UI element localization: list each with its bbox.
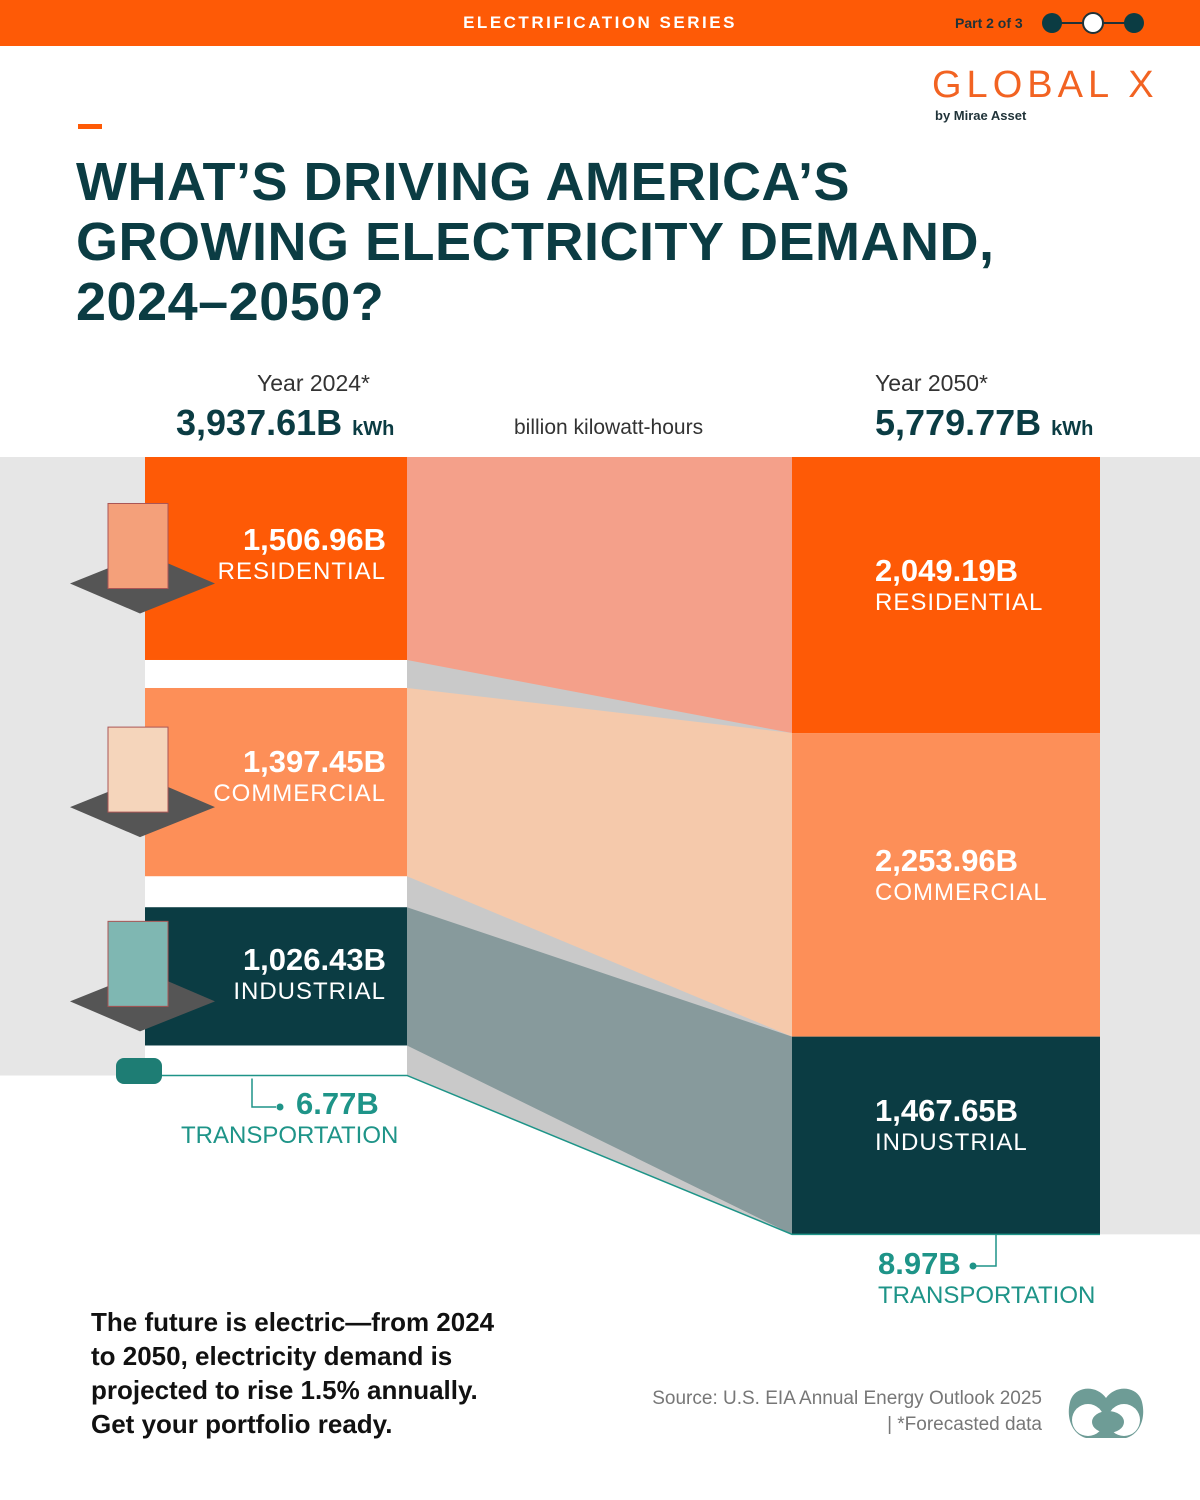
office-tower-icon — [107, 726, 169, 813]
bar-2024-industrial — [145, 907, 407, 1046]
flow-industrial — [407, 907, 792, 1235]
value: 2,049.19B — [875, 553, 1019, 588]
value: 1,026.43B — [242, 942, 386, 977]
label-2024-transportation: 6.77B TRANSPORTATION — [181, 1086, 398, 1150]
category: INDUSTRIAL — [875, 1129, 1028, 1157]
category: INDUSTRIAL — [233, 978, 386, 1005]
transportation-2050-leader — [976, 1234, 997, 1267]
bar-2050-commercial — [792, 733, 1100, 1037]
label-2050-transportation: 8.97B TRANSPORTATION — [878, 1246, 1095, 1310]
flow-commercial — [407, 687, 792, 1037]
bar-2050-industrial — [792, 1036, 1100, 1235]
footer-text: The future is electric—from 2024 to 2050… — [91, 1307, 495, 1439]
series-title: ELECTRIFICATION SERIES — [463, 13, 737, 32]
label-2050-commercial: 2,253.96B COMMERCIAL — [875, 843, 1048, 907]
value: 1,467.65B — [875, 1093, 1019, 1129]
transportation-2024-leader — [251, 1078, 276, 1108]
top-banner: ELECTRIFICATION SERIES Part 2 of 3 — [0, 0, 1200, 46]
category: COMMERCIAL — [213, 780, 386, 807]
bar-2050-residential — [792, 457, 1100, 734]
category: COMMERCIAL — [875, 878, 1048, 906]
logo-subtitle: by Mirae Asset — [935, 108, 1027, 123]
label-2050-residential: 2,049.19B RESIDENTIAL — [875, 553, 1043, 617]
left-total: 3,937.61B kWh — [176, 402, 395, 443]
source: Source: U.S. EIA Annual Energy Outlook 2… — [652, 1388, 1042, 1435]
right-total: 5,779.77B kWh — [875, 402, 1094, 443]
transportation-2024-dot — [276, 1103, 284, 1111]
label-2024-industrial: 1,026.43B INDUSTRIAL — [200, 942, 386, 1006]
step-progress-icon — [1042, 12, 1144, 34]
global-x-logo: GLOBAL X — [932, 64, 1159, 106]
part-indicator: Part 2 of 3 — [955, 15, 1023, 31]
house-icon — [107, 502, 169, 589]
page-title: WHAT’S DRIVING AMERICA’S GROWING ELECTRI… — [76, 152, 995, 332]
value: 2,253.96B — [875, 842, 1019, 878]
right-year: Year 2050* — [875, 370, 988, 396]
value: 1,397.45B — [242, 744, 386, 779]
unit-label: billion kilowatt-hours — [514, 416, 704, 439]
transportation-2050-dot — [969, 1262, 977, 1270]
flow-residential — [407, 457, 792, 734]
label-2024-commercial: 1,397.45B COMMERCIAL — [200, 744, 386, 808]
car-icon — [116, 1058, 162, 1084]
value: 1,506.96B — [242, 522, 386, 557]
left-year: Year 2024* — [257, 370, 370, 396]
value: 6.77B — [296, 1086, 379, 1121]
accent-dash — [78, 124, 102, 129]
category: TRANSPORTATION — [878, 1282, 1096, 1309]
value: 8.97B — [878, 1246, 961, 1281]
bar-2024-commercial — [145, 687, 407, 877]
category: RESIDENTIAL — [875, 589, 1044, 616]
background-band-right — [1100, 457, 1200, 1235]
label-2024-residential: 1,506.96B RESIDENTIAL — [200, 522, 386, 586]
factory-icon — [107, 920, 169, 1007]
category: TRANSPORTATION — [181, 1122, 399, 1149]
category: RESIDENTIAL — [217, 558, 386, 585]
label-2050-industrial: 1,467.65B INDUSTRIAL — [875, 1093, 1028, 1157]
bar-2024-residential — [145, 457, 407, 660]
piggy-bank-logo-icon — [1068, 1388, 1144, 1438]
transportation-flow-line — [140, 1074, 1100, 1236]
